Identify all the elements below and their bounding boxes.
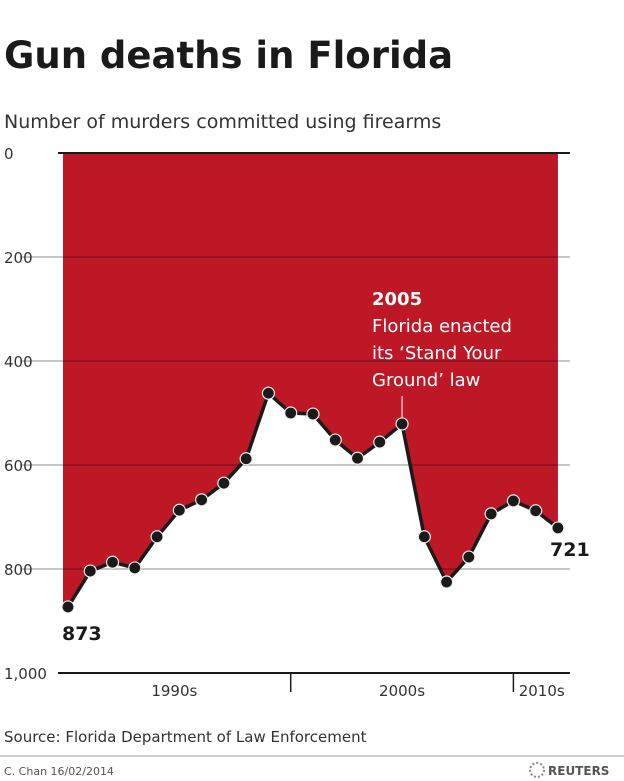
chart-subtitle: Number of murders committed using firear… (4, 111, 441, 133)
data-label-last: 721 (550, 539, 590, 561)
data-point (261, 386, 276, 400)
data-point (217, 476, 231, 490)
y-tick-label: 200 (4, 249, 33, 267)
data-point (284, 406, 298, 420)
annotation-year: 2005 (372, 289, 422, 310)
data-point (551, 521, 565, 535)
data-point (417, 530, 431, 544)
data-point (506, 494, 521, 508)
x-decade-label: 2000s (379, 682, 425, 700)
y-tick-label: 0 (4, 145, 14, 163)
data-point (462, 550, 476, 564)
data-point (373, 435, 387, 449)
x-decade-label: 2010s (519, 682, 565, 700)
y-tick-label: 400 (4, 353, 33, 371)
data-point (439, 575, 454, 589)
data-point (328, 433, 342, 447)
data-point (395, 417, 409, 431)
credit: C. Chan 16/02/2014 (4, 765, 114, 778)
x-decade-label: 1990s (151, 682, 197, 700)
annotation-text: Florida enacted (372, 316, 512, 337)
reuters-logo: REUTERS (529, 762, 609, 778)
data-point (83, 564, 97, 578)
area-fill (63, 153, 558, 607)
data-point (195, 493, 209, 507)
annotation-text: Ground’ law (372, 370, 480, 391)
data-point (105, 555, 120, 569)
y-tick-label: 600 (4, 457, 33, 475)
y-tick-label: 800 (4, 561, 33, 579)
data-point (529, 504, 543, 518)
data-point (350, 451, 365, 465)
data-point (128, 561, 142, 575)
data-point (150, 530, 164, 544)
data-label-first: 873 (62, 623, 102, 645)
data-point (172, 503, 186, 517)
source-note: Source: Florida Department of Law Enforc… (4, 728, 367, 746)
svg-text:REUTERS: REUTERS (548, 764, 609, 778)
annotation-text: its ‘Stand Your (372, 343, 502, 364)
chart-title: Gun deaths in Florida (4, 34, 453, 77)
data-point (239, 452, 253, 466)
data-point (484, 507, 498, 521)
data-point (306, 407, 320, 421)
data-point (61, 600, 75, 614)
y-tick-label: 1,000 (4, 665, 47, 683)
